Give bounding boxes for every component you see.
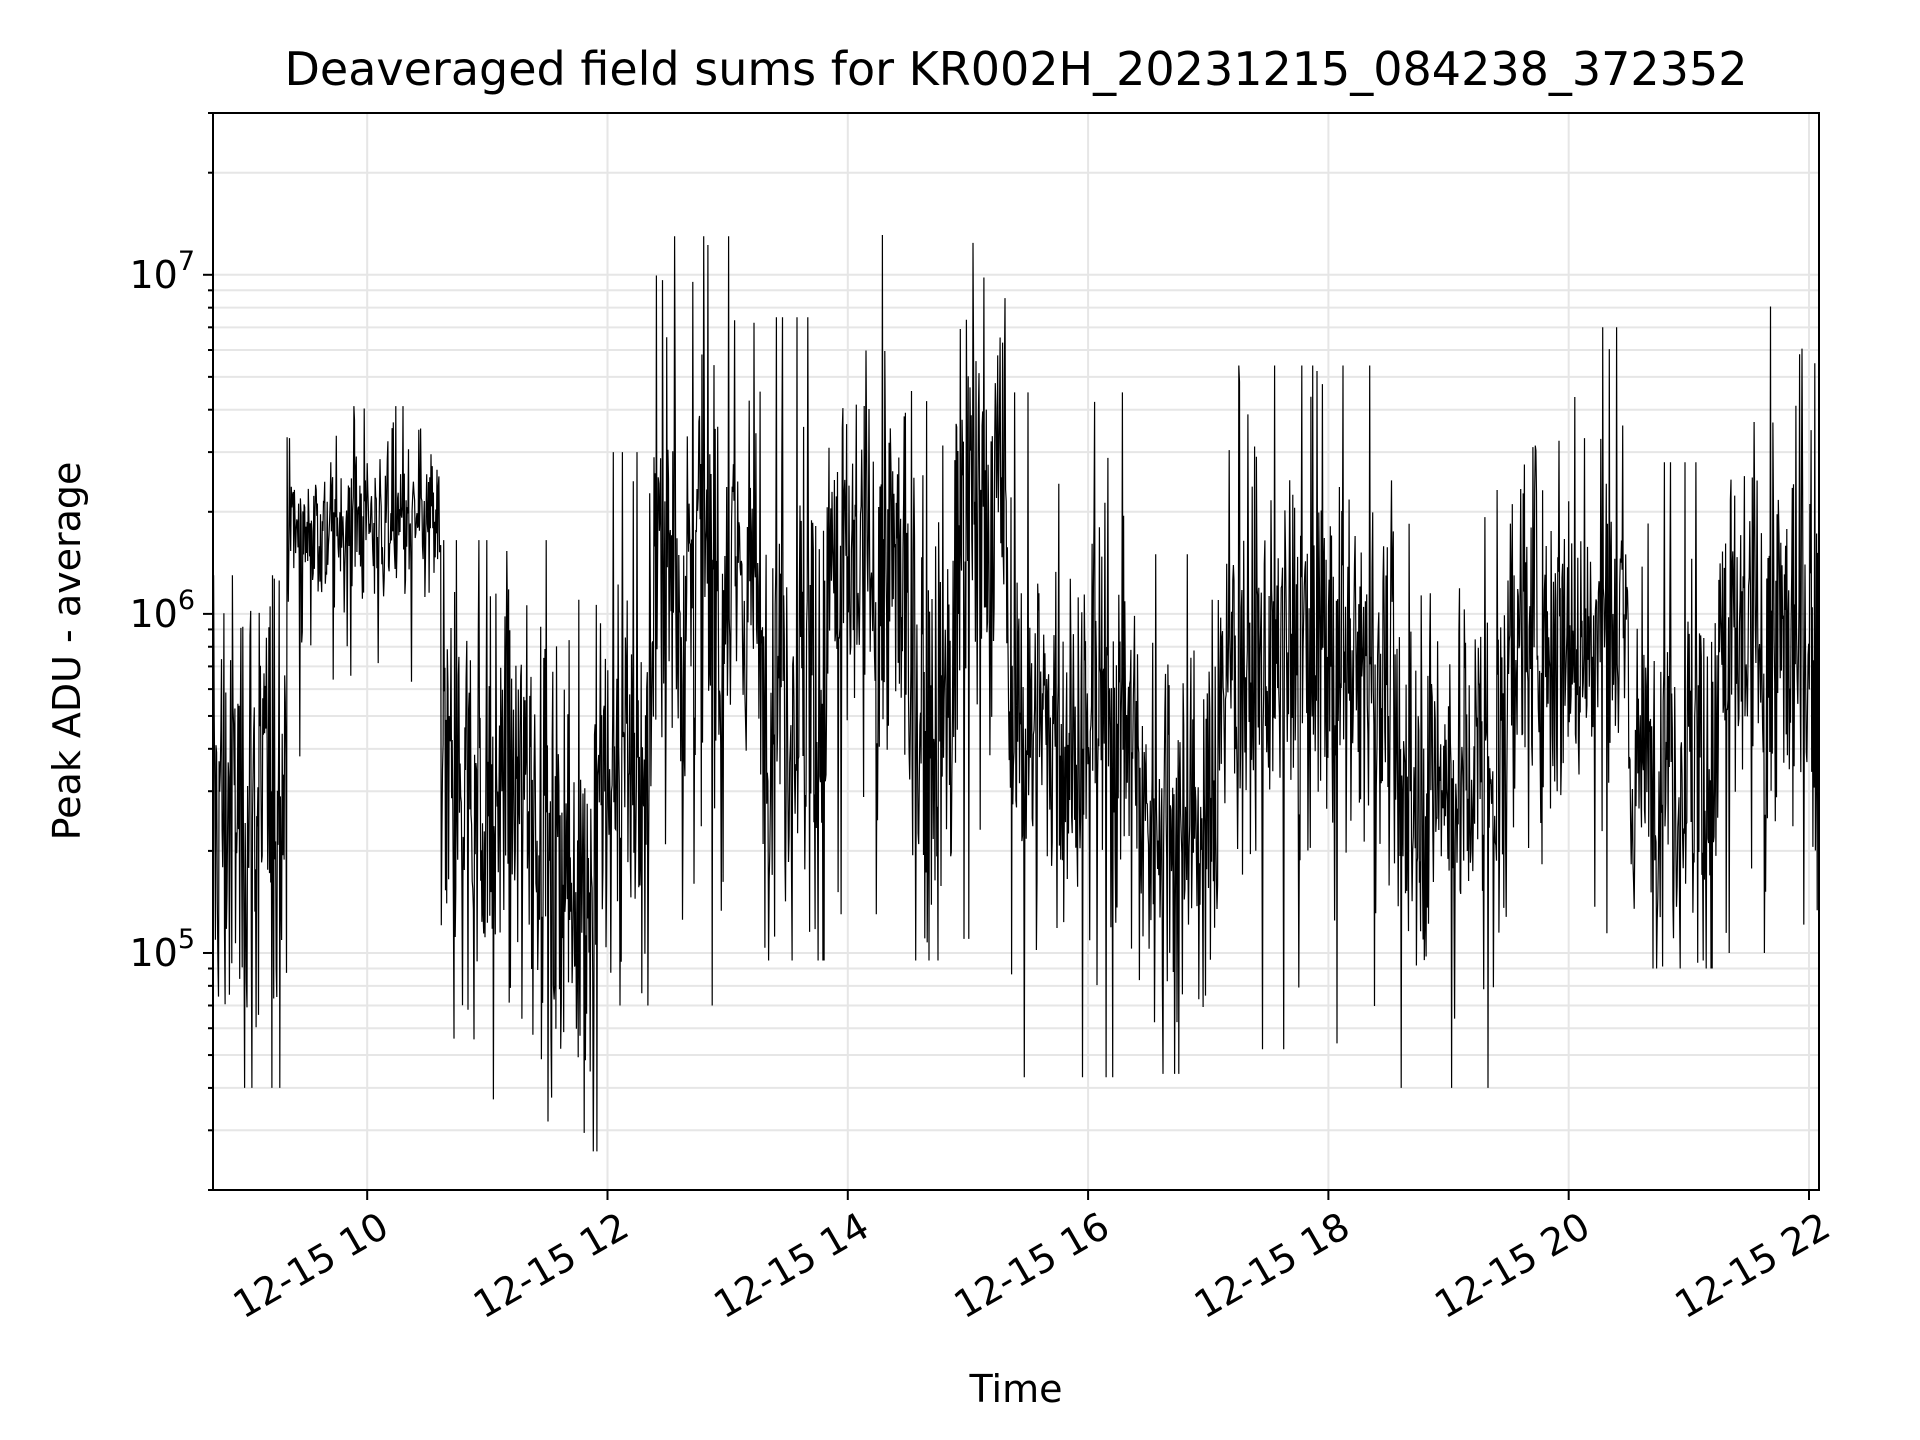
chart-title: Deaveraged field sums for KR002H_2023121… [285,42,1748,96]
y-tick-label: 106 [129,585,195,636]
y-tick-label: 105 [129,924,195,975]
y-axis-ticks: 105 106 107 [129,112,213,1191]
y-tick-label: 107 [129,246,195,297]
y-axis-title: Peak ADU - average [45,462,89,841]
plot-frame [212,112,1820,1191]
series-line [212,234,1819,1152]
x-axis-title: Time [969,1367,1063,1411]
series-path [212,234,1819,1152]
